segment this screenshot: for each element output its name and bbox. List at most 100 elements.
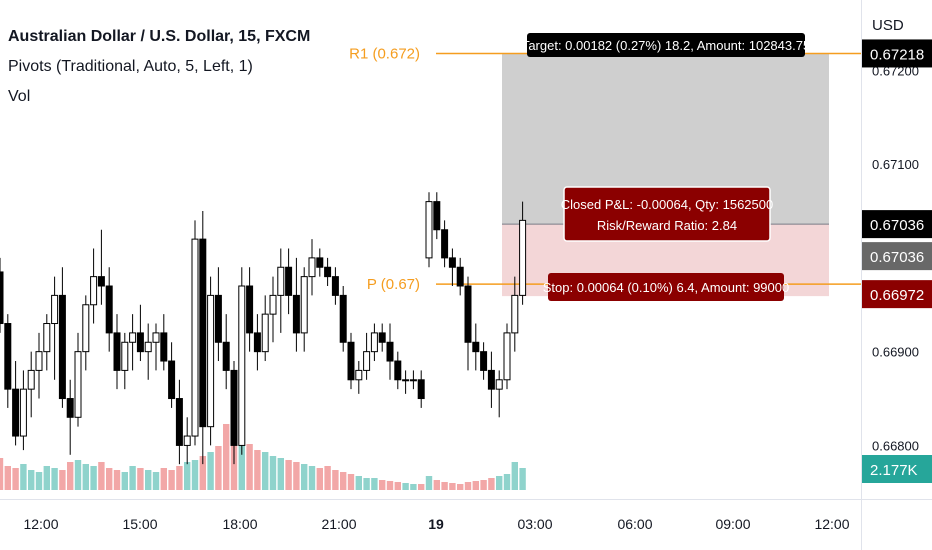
stop-label: Stop: 0.00064 (0.10%) 6.4, Amount: 99000: [543, 273, 789, 301]
candle: [90, 248, 98, 324]
candle: [105, 267, 113, 352]
candle: [316, 248, 324, 277]
candle: [121, 332, 129, 390]
volume-bar: [425, 476, 433, 490]
volume-bar: [418, 484, 425, 490]
candle: [19, 370, 27, 451]
volume-bar: [511, 462, 518, 490]
volume-indicator-label[interactable]: Vol: [8, 88, 31, 105]
volume-bar: [519, 468, 526, 490]
position-labels: Target: 0.00182 (0.27%) 18.2, Amount: 10…: [522, 33, 810, 301]
volume-bar: [457, 484, 464, 490]
candle: [472, 323, 480, 371]
candle: [12, 361, 20, 446]
candle: [136, 304, 144, 362]
candlesticks: [0, 192, 527, 465]
candle: [152, 323, 160, 371]
volume-bar: [20, 464, 27, 490]
volume-bar: [152, 472, 160, 490]
volume-bar: [503, 474, 511, 490]
time-axis[interactable]: 12:00 15:00 18:00 21:00 19 03:00 06:00 09:00 12:…: [23, 516, 849, 532]
price-tag-target[interactable]: 0.67218: [862, 39, 932, 68]
volume-bar: [402, 483, 409, 490]
candle: [511, 276, 519, 352]
candle: [355, 361, 363, 394]
volume-bar: [340, 472, 347, 490]
volume-bar: [51, 468, 58, 490]
volume-bar: [246, 444, 253, 490]
pivot-label-1: P (0.67): [367, 276, 420, 293]
volume-bar: [12, 468, 19, 490]
candle: [308, 239, 316, 296]
volume-bar: [449, 483, 456, 490]
svg-text:Closed P&L: -0.00064, Qty: 156: Closed P&L: -0.00064, Qty: 1562500: [561, 197, 773, 212]
volume-bar: [184, 462, 191, 490]
price-tag-entry[interactable]: 0.67036: [862, 242, 932, 271]
volume-bar: [0, 458, 4, 490]
price-tag-last[interactable]: 0.67036: [862, 210, 932, 239]
volume-bar: [145, 470, 152, 490]
time-tick: 18:00: [222, 516, 257, 532]
candle: [324, 257, 332, 287]
volume-bar: [472, 481, 479, 490]
volume-bar: [215, 446, 222, 490]
volume-bar: [285, 460, 292, 490]
candle: [66, 379, 74, 455]
candle: [495, 370, 503, 418]
candle: [238, 267, 246, 455]
symbol-title[interactable]: Australian Dollar / U.S. Dollar, 15, FXC…: [8, 28, 311, 45]
candle: [160, 314, 168, 371]
volume-bar: [82, 464, 89, 490]
volume-bar: [386, 481, 394, 490]
volume-bar: [277, 458, 284, 490]
price-axis[interactable]: USD0.672000.671000.670000.669000.668000.…: [862, 17, 932, 483]
volume-bar: [35, 472, 43, 490]
volume-bar: [363, 478, 370, 490]
candle: [199, 210, 207, 465]
candle: [487, 351, 495, 408]
currency-label: USD: [872, 17, 904, 34]
candle: [246, 267, 254, 352]
candle: [370, 323, 378, 362]
volume-bar: [67, 462, 74, 490]
volume-bar: [293, 462, 300, 490]
pivot-label-0: R1 (0.672): [349, 45, 420, 62]
volume-bar: [269, 456, 277, 490]
volume-bar: [254, 450, 261, 490]
target-label: Target: 0.00182 (0.27%) 18.2, Amount: 10…: [522, 33, 810, 57]
pnl-label: Closed P&L: -0.00064, Qty: 1562500 Risk/R…: [561, 186, 773, 242]
candle: [448, 248, 456, 287]
volume-bar: [496, 476, 503, 490]
volume-bar: [137, 468, 144, 490]
price-tag-stop[interactable]: 0.66972: [862, 280, 932, 309]
candle: [27, 351, 35, 418]
volume-bars: [0, 424, 526, 490]
pivots-indicator-label[interactable]: Pivots (Traditional, Auto, 5, Left, 1): [8, 58, 253, 75]
volume-bar: [90, 466, 97, 490]
volume-bar: [168, 470, 175, 490]
volume-bar: [316, 468, 323, 490]
volume-bar: [324, 466, 331, 490]
candle: [402, 370, 410, 394]
volume-bar: [223, 424, 230, 490]
candle: [285, 248, 293, 315]
candle: [35, 332, 43, 399]
candle: [207, 276, 215, 446]
candle: [51, 276, 59, 380]
volume-bar: [347, 474, 355, 490]
candle: [0, 257, 4, 333]
time-tick: 19: [428, 516, 444, 532]
price-tick: 0.66900: [872, 345, 919, 360]
volume-bar: [441, 482, 448, 490]
candle: [519, 201, 527, 305]
candle: [425, 192, 433, 268]
candle: [261, 295, 269, 362]
volume-bar: [121, 472, 128, 490]
candle: [363, 332, 371, 380]
svg-text:Target: 0.00182 (0.27%) 18.2,: Target: 0.00182 (0.27%) 18.2, Amount: 10…: [522, 38, 810, 53]
candle: [456, 257, 464, 296]
volume-bar: [464, 482, 472, 490]
position-zones: [502, 53, 829, 297]
volume-tag[interactable]: 2.177K: [862, 455, 932, 483]
